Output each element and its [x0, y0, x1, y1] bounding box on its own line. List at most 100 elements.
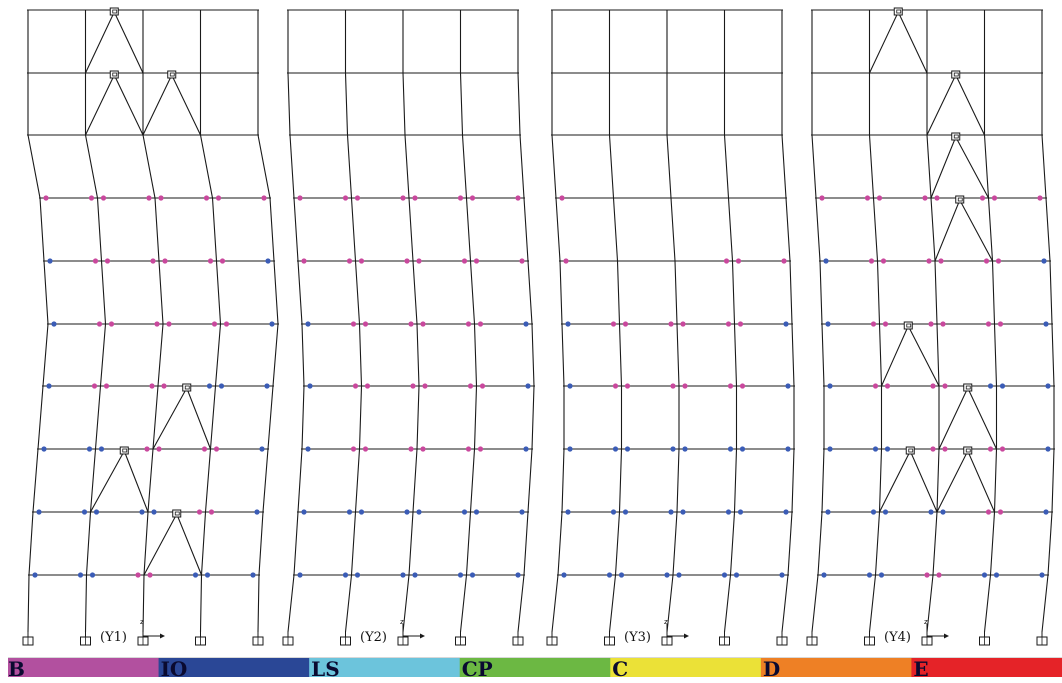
brace-hinge-marker-inner: [169, 72, 175, 77]
plastic-hinge: [991, 195, 998, 201]
plastic-hinge: [196, 509, 203, 515]
plastic-hinge: [98, 446, 105, 452]
plastic-hinge: [567, 446, 573, 452]
axis-z-label: z: [400, 618, 404, 626]
plastic-hinge: [987, 383, 994, 389]
legend-top-edge: [8, 657, 1062, 658]
legend-segment-e: [911, 658, 1062, 677]
plastic-hinge: [884, 446, 891, 452]
plastic-hinge: [211, 321, 218, 327]
brace: [934, 198, 993, 262]
brace: [152, 386, 212, 450]
plastic-hinge: [783, 509, 789, 515]
plastic-hinge: [416, 258, 422, 264]
brace-hinge-marker-inner: [906, 323, 912, 328]
plastic-hinge: [139, 509, 145, 515]
frame-y4: (Y4) z: [806, 7, 1055, 646]
plastic-hinge: [785, 446, 791, 452]
plastic-hinge: [680, 509, 686, 515]
plastic-hinge: [519, 258, 525, 264]
brace: [930, 135, 989, 199]
legend-label-ls: LS: [311, 657, 340, 681]
axis-z-label: z: [140, 618, 144, 626]
plastic-hinge: [36, 509, 42, 515]
frame-label: (Y1): [100, 630, 127, 645]
plastic-hinge: [1045, 446, 1051, 452]
axis-arrow-icon: [420, 633, 425, 639]
plastic-hinge: [942, 446, 948, 452]
plastic-hinge: [723, 258, 730, 264]
plastic-hinge: [725, 509, 732, 515]
plastic-hinge: [342, 195, 349, 201]
plastic-hinge: [166, 321, 172, 327]
plastic-hinge: [77, 572, 84, 578]
plastic-hinge: [682, 383, 688, 389]
plastic-hinge: [987, 446, 994, 452]
plastic-hinge: [215, 195, 222, 201]
plastic-hinge: [259, 446, 265, 452]
frame-column: [402, 10, 420, 633]
brace: [90, 449, 149, 513]
plastic-hinge: [297, 195, 303, 201]
plastic-hinge: [297, 572, 303, 578]
plastic-hinge: [612, 383, 619, 389]
brace: [926, 73, 985, 136]
plastic-hinge: [676, 572, 682, 578]
frame-column: [551, 10, 565, 633]
plastic-hinge: [999, 446, 1006, 452]
brace-hinge-marker-inner: [896, 9, 902, 14]
brace-hinge-marker: [167, 70, 177, 79]
plastic-hinge: [203, 195, 210, 201]
plastic-hinge: [940, 321, 946, 327]
plastic-hinge: [206, 383, 213, 389]
plastic-hinge: [827, 383, 833, 389]
brace-hinge-marker: [109, 7, 119, 16]
plastic-hinge: [354, 195, 361, 201]
plastic-hinge: [819, 195, 825, 201]
brace-hinge-marker: [109, 70, 119, 79]
plastic-hinge: [400, 195, 406, 201]
plastic-hinge: [208, 509, 215, 515]
plastic-hinge: [610, 509, 617, 515]
plastic-hinge: [928, 321, 934, 327]
brace-hinge-marker-inner: [953, 72, 959, 77]
axis-z-label: z: [664, 618, 668, 626]
plastic-hinge: [100, 195, 107, 201]
plastic-hinge: [103, 383, 110, 389]
frame-column: [84, 10, 107, 633]
plastic-hinge: [727, 383, 734, 389]
plastic-hinge: [265, 258, 271, 264]
plastic-hinge: [870, 321, 877, 327]
frame-column: [608, 10, 623, 633]
plastic-hinge: [422, 383, 428, 389]
brace-hinge-marker-inner: [112, 9, 118, 14]
plastic-hinge: [346, 509, 353, 515]
plastic-hinge: [618, 572, 625, 578]
plastic-hinge: [868, 258, 875, 264]
plastic-hinge: [469, 195, 476, 201]
frame-column: [287, 10, 305, 633]
brace-hinge-marker-inner: [184, 385, 190, 390]
plastic-hinge: [149, 383, 155, 389]
plastic-hinge: [86, 446, 93, 452]
plastic-hinge: [827, 446, 833, 452]
plastic-hinge: [606, 572, 613, 578]
plastic-hinge: [680, 321, 686, 327]
plastic-hinge: [192, 572, 199, 578]
plastic-hinge: [362, 321, 369, 327]
plastic-hinge: [305, 321, 311, 327]
brace: [869, 10, 928, 74]
plastic-hinge: [156, 446, 162, 452]
plastic-hinge: [477, 321, 484, 327]
plastic-hinge: [936, 572, 942, 578]
plastic-hinge: [219, 258, 226, 264]
plastic-hinge: [930, 383, 936, 389]
plastic-hinge: [352, 383, 359, 389]
legend-label-io: IO: [161, 657, 188, 681]
plastic-hinge: [783, 321, 789, 327]
brace: [879, 449, 938, 513]
plastic-hinge: [559, 195, 565, 201]
plastic-hinge: [261, 195, 267, 201]
brace-hinge-marker: [172, 509, 182, 518]
plastic-hinge: [878, 572, 885, 578]
